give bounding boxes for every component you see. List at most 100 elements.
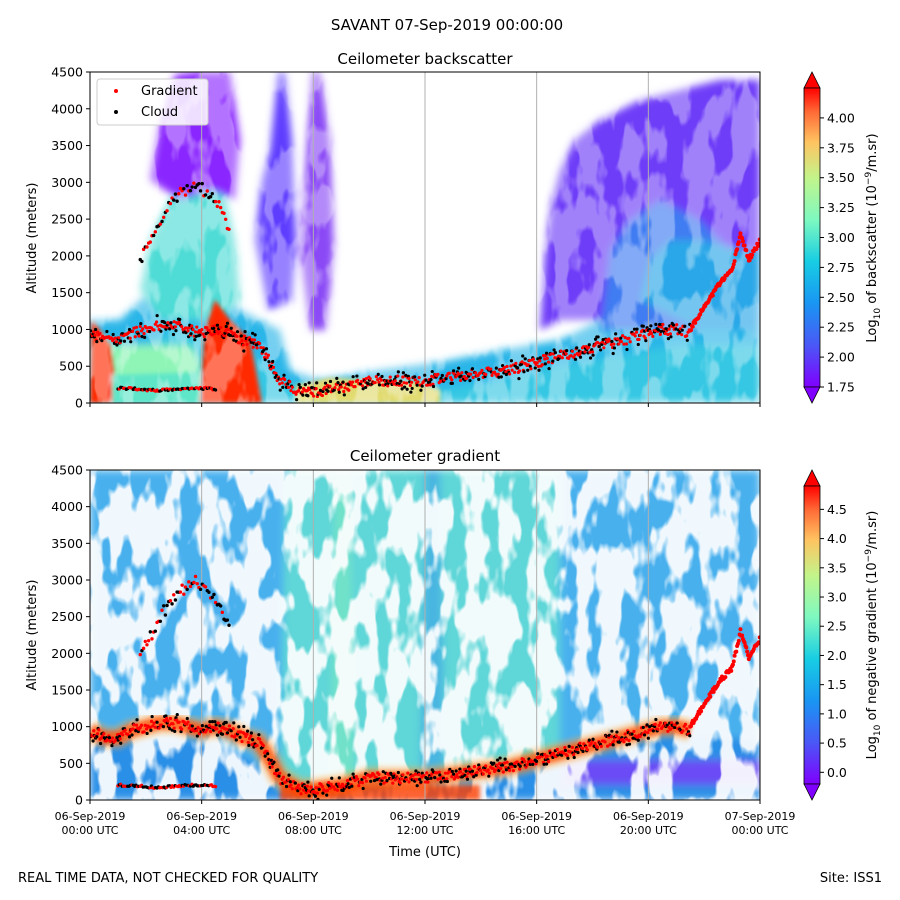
gradient-point — [511, 768, 515, 773]
cloud-point — [251, 331, 255, 335]
cloud-point — [210, 191, 214, 196]
footer-site: Site: ISS1 — [820, 871, 882, 886]
backscatter-colorbar-ticks: 1.75 2.00 2.25 2.50 2.75 3.00 3.25 3.50 3.75 4.00 — [820, 110, 855, 395]
cloud-point — [460, 775, 465, 779]
cloud-point — [225, 731, 230, 735]
cloud-point — [307, 381, 311, 385]
gradient-point — [531, 357, 536, 361]
cloud-point — [409, 390, 413, 394]
cloud-point — [544, 351, 549, 355]
cloud-point — [439, 376, 443, 380]
gradient-point — [738, 627, 743, 632]
cloud-point — [611, 351, 615, 356]
gradient-point — [137, 334, 141, 338]
cloud-point — [654, 717, 658, 722]
gradient-point — [541, 354, 546, 358]
gradient-point — [622, 740, 626, 744]
gradient-point — [304, 791, 308, 795]
gradient-point — [117, 336, 121, 340]
ytick-label: 4000 — [51, 101, 83, 116]
gradient-point — [455, 773, 459, 777]
cloud-point — [499, 375, 503, 379]
gradient-point — [416, 380, 420, 384]
gradient-point — [153, 629, 158, 633]
gradient-point — [624, 737, 629, 741]
cloud-point — [203, 193, 208, 197]
cloud-point — [229, 326, 233, 330]
cloud-point — [254, 343, 258, 347]
gradient-point — [747, 258, 752, 263]
cloud-point — [172, 593, 176, 597]
gradient-point — [612, 739, 616, 743]
cloud-point — [531, 762, 535, 767]
gradient-point — [172, 198, 176, 202]
cloud-point — [641, 725, 645, 730]
cloud-point — [372, 778, 377, 783]
cloud-point — [119, 741, 123, 745]
cloud-point — [419, 388, 423, 392]
cloud-point — [685, 338, 689, 342]
gradient-point — [151, 724, 155, 728]
cloud-point — [119, 339, 123, 343]
cloud-point — [542, 762, 546, 766]
cloud-point — [591, 737, 595, 741]
gradient-xlabel: Time (UTC) — [388, 845, 461, 860]
cloud-point — [573, 357, 578, 361]
gradient-point — [484, 764, 488, 768]
gradient-point — [415, 777, 419, 782]
cloud-point — [440, 373, 444, 378]
cloud-point — [430, 369, 434, 374]
gradient-point — [300, 390, 304, 394]
cloud-point — [487, 774, 491, 778]
gradient-point — [152, 721, 156, 725]
gradient-point — [549, 352, 553, 356]
ytick-label: 500 — [59, 756, 83, 771]
cloud-point — [149, 728, 153, 732]
cloud-point — [404, 373, 408, 377]
gradient-point — [109, 336, 113, 340]
gradient-point — [296, 783, 301, 787]
gradient-point — [123, 728, 127, 732]
gradient-point — [142, 730, 146, 734]
gradient-point — [158, 222, 163, 226]
cloud-point — [636, 342, 640, 347]
cloud-point — [190, 724, 194, 728]
cloud-point — [178, 317, 182, 322]
gradient-point — [627, 336, 631, 340]
cloud-point — [656, 328, 660, 332]
gradient-point — [162, 604, 166, 608]
gradient-point — [538, 359, 542, 363]
gradient-point — [396, 776, 400, 780]
colorbar-tick-label: 2.5 — [827, 619, 847, 634]
cloud-point — [566, 756, 570, 760]
gradient-point — [340, 782, 345, 786]
ytick-label: 2500 — [51, 212, 83, 227]
gradient-point — [612, 342, 616, 346]
gradient-point — [337, 388, 341, 392]
cloud-point — [140, 334, 144, 339]
backscatter-markers — [90, 181, 760, 402]
gradient-point — [196, 726, 200, 730]
gradient-point — [647, 332, 651, 337]
gradient-point — [377, 772, 381, 777]
xtick-label-date: 07-Sep-2019 — [725, 810, 796, 823]
gradient-point — [342, 389, 346, 394]
gradient-point — [139, 723, 144, 727]
colorbar-tick-label: 2.00 — [827, 350, 855, 365]
gradient-point — [658, 721, 662, 725]
cloud-point — [242, 724, 246, 729]
cloud-point — [287, 773, 291, 777]
cloud-point — [297, 382, 301, 387]
gradient-point — [192, 181, 196, 185]
gradient-point — [242, 732, 247, 736]
cloud-point — [683, 324, 687, 328]
gradient-point — [332, 785, 336, 789]
surface-point — [214, 785, 218, 789]
gradient-point — [736, 638, 741, 643]
gradient-point — [589, 742, 593, 746]
gradient-point — [401, 773, 405, 777]
xtick-label-date: 06-Sep-2019 — [390, 810, 461, 823]
backscatter-yticks: 0 500 1000 1500 2000 2500 3000 3500 4000 4500 — [51, 65, 90, 411]
cloud-point — [215, 323, 220, 327]
